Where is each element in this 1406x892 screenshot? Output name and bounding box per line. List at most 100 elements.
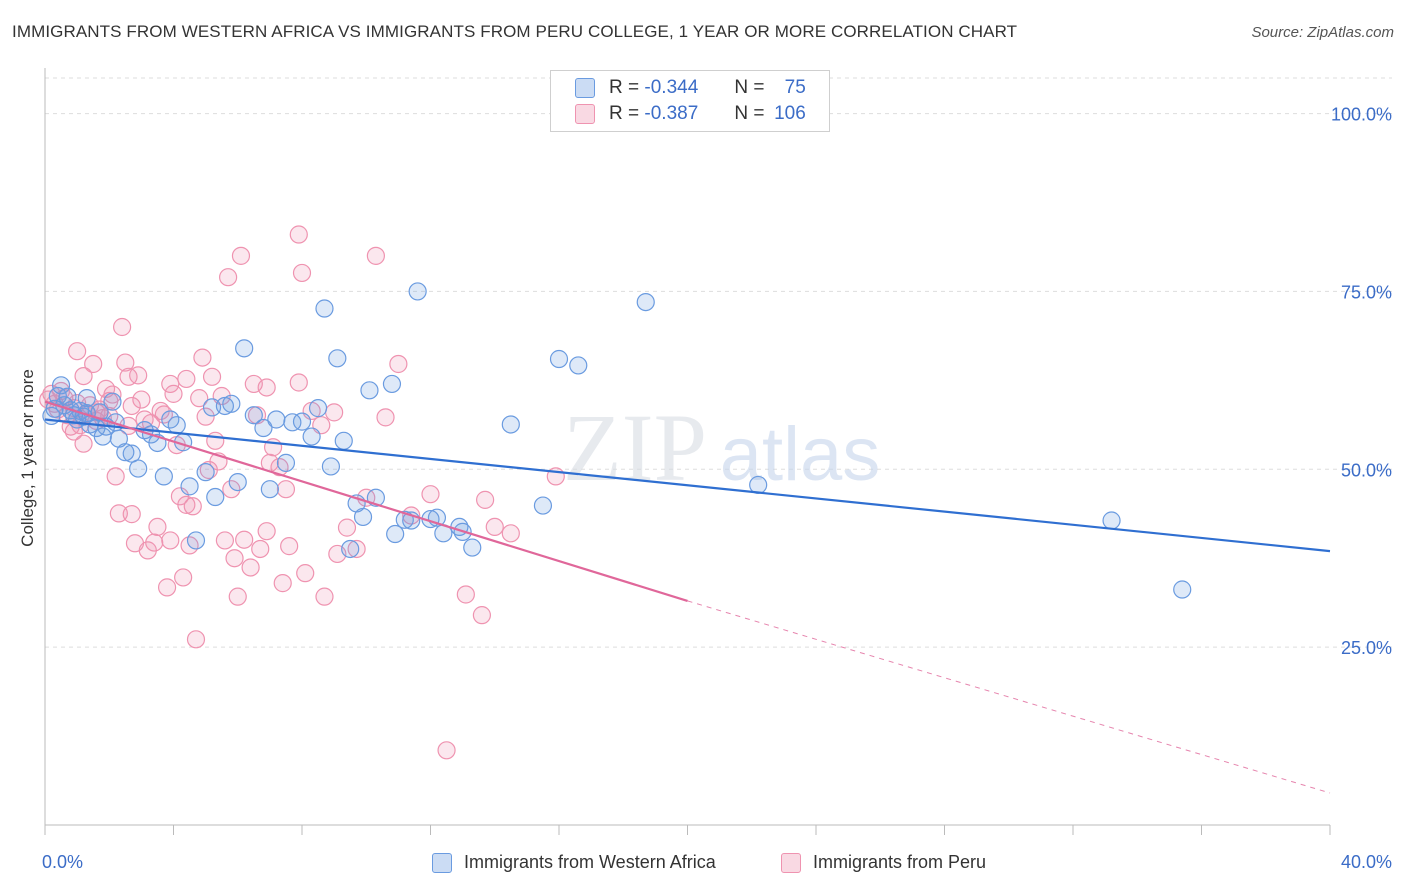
point-peru: [219, 268, 238, 287]
trend-line-peru-extrapolated: [687, 600, 1331, 794]
point-peru: [145, 533, 164, 552]
point-peru: [177, 369, 196, 389]
point-peru: [103, 385, 122, 404]
point-peru: [74, 434, 93, 453]
point-peru: [161, 531, 180, 550]
point-peru: [228, 587, 247, 606]
point-western-africa: [328, 349, 347, 368]
point-peru: [215, 531, 234, 550]
r-value: -0.344: [644, 77, 699, 98]
point-western-africa: [206, 487, 225, 507]
point-peru: [193, 348, 212, 367]
axes: [44, 68, 1331, 835]
point-western-africa: [116, 443, 135, 462]
point-peru: [190, 389, 209, 408]
western-africa-legend-swatch: [432, 852, 452, 873]
point-peru: [292, 263, 312, 283]
point-peru: [74, 366, 93, 386]
point-western-africa: [341, 539, 360, 559]
point-peru: [84, 354, 103, 374]
y-tick-label: 100.0%: [1331, 105, 1392, 125]
r-label: R =: [609, 77, 640, 98]
point-peru: [177, 495, 196, 514]
point-peru: [315, 587, 334, 606]
point-peru: [347, 539, 366, 559]
point-western-africa: [180, 477, 199, 496]
point-western-africa: [408, 282, 427, 301]
point-peru: [257, 378, 276, 397]
point-peru: [376, 408, 395, 427]
series-peru-points: [39, 225, 565, 760]
x-tick-max: 40.0%: [1340, 852, 1392, 872]
point-western-africa: [1173, 580, 1192, 599]
point-peru: [186, 630, 206, 649]
legend-label-peru: Immigrants from Peru: [813, 852, 987, 872]
point-peru: [122, 505, 141, 524]
point-western-africa: [353, 507, 373, 527]
point-peru: [476, 490, 495, 509]
peru-swatch: [575, 104, 595, 124]
legend-item-western-africa[interactable]: Immigrants from Western Africa: [432, 852, 716, 873]
point-western-africa: [321, 457, 341, 476]
point-peru: [106, 467, 125, 486]
y-tick-label: 50.0%: [1341, 460, 1392, 480]
point-western-africa: [186, 531, 206, 550]
y-axis-label: College, 1 year or more: [18, 369, 37, 547]
watermark-zip: ZIP: [563, 394, 707, 501]
point-western-africa: [222, 394, 241, 413]
peru-legend-swatch: [781, 852, 801, 873]
point-peru: [289, 373, 308, 392]
point-western-africa: [167, 416, 186, 435]
point-peru: [241, 558, 260, 577]
point-western-africa: [267, 410, 286, 429]
point-western-africa: [501, 415, 520, 434]
point-peru: [366, 246, 385, 265]
point-western-africa: [244, 406, 263, 425]
point-western-africa: [308, 399, 328, 418]
point-peru: [196, 407, 215, 426]
point-peru: [337, 518, 357, 537]
n-label: N =: [734, 103, 765, 124]
point-western-africa: [260, 480, 279, 499]
point-peru: [116, 353, 135, 372]
point-western-africa: [129, 459, 148, 478]
point-peru: [235, 530, 254, 549]
point-western-africa: [463, 538, 482, 557]
point-peru: [389, 354, 408, 374]
point-peru: [148, 517, 167, 537]
point-peru: [206, 431, 225, 450]
point-peru: [174, 568, 193, 587]
y-tick-label: 75.0%: [1341, 282, 1392, 302]
watermark-atlas: atlas: [720, 412, 881, 497]
legend-label-western-africa: Immigrants from Western Africa: [464, 852, 716, 872]
point-peru: [231, 246, 251, 265]
point-peru: [251, 539, 270, 559]
point-western-africa: [386, 524, 405, 544]
point-peru: [280, 537, 299, 556]
point-peru: [421, 485, 440, 504]
point-peru: [296, 564, 315, 583]
point-peru: [164, 384, 183, 403]
point-peru: [109, 504, 128, 523]
point-western-africa: [254, 418, 273, 438]
r-label: R =: [609, 103, 640, 124]
point-western-africa: [51, 376, 71, 395]
point-western-africa: [228, 472, 247, 492]
series-western-africa-points: [42, 282, 1192, 599]
n-value: 75: [784, 77, 806, 98]
trend-line-peru: [44, 400, 688, 602]
point-peru: [472, 606, 491, 625]
point-western-africa: [1102, 511, 1121, 530]
legend-item-peru[interactable]: Immigrants from Peru: [781, 852, 986, 873]
point-peru: [68, 342, 87, 361]
point-peru: [132, 390, 151, 409]
point-peru: [161, 374, 180, 394]
point-western-africa: [103, 392, 122, 411]
point-western-africa: [334, 431, 353, 450]
point-western-africa: [292, 412, 312, 431]
point-western-africa: [196, 463, 215, 482]
point-peru: [437, 741, 456, 760]
source-credit: Source: ZipAtlas.com: [1251, 24, 1394, 41]
point-western-africa: [58, 387, 77, 406]
point-western-africa: [636, 293, 655, 312]
